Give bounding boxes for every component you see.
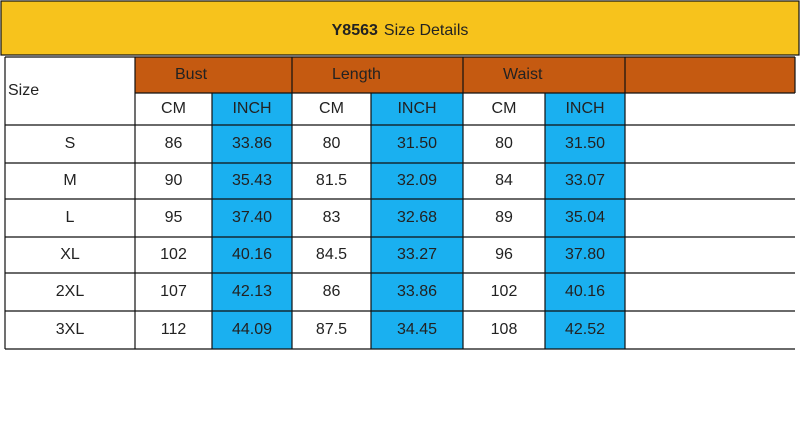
size-cell: S (65, 135, 76, 152)
value-cell: 84.5 (316, 246, 347, 263)
inch-column-bg (545, 93, 625, 349)
title-bar (0, 0, 800, 56)
size-cell: M (63, 172, 76, 189)
value-cell: 42.13 (232, 283, 272, 300)
value-cell: 40.16 (565, 283, 605, 300)
value-cell: 31.50 (565, 135, 605, 152)
value-cell: 35.43 (232, 172, 272, 189)
unit-header: CM (161, 100, 186, 117)
title-code: Y8563 (332, 22, 378, 39)
inch-column-bg (371, 93, 463, 349)
value-cell: 33.27 (397, 246, 437, 263)
value-cell: 32.68 (397, 209, 437, 226)
value-cell: 44.09 (232, 321, 272, 338)
value-cell: 81.5 (316, 172, 347, 189)
value-cell: 37.40 (232, 209, 272, 226)
value-cell: 37.80 (565, 246, 605, 263)
value-cell: 84 (495, 172, 513, 189)
size-cell: 3XL (56, 321, 85, 338)
value-cell: 86 (165, 135, 183, 152)
value-cell: 32.09 (397, 172, 437, 189)
value-cell: 33.07 (565, 172, 605, 189)
title: Y8563 Size Details (332, 22, 469, 39)
value-cell: 40.16 (232, 246, 272, 263)
value-cell: 87.5 (316, 321, 347, 338)
size-header: Size (8, 82, 39, 99)
value-cell: 102 (160, 246, 187, 263)
value-cell: 108 (491, 321, 518, 338)
group-header: Bust (175, 66, 208, 83)
value-cell: 95 (165, 209, 183, 226)
group-header: Length (332, 66, 381, 83)
size-cell: XL (60, 246, 80, 263)
title-text: Size Details (384, 22, 468, 39)
value-cell: 83 (323, 209, 341, 226)
value-cell: 107 (160, 283, 187, 300)
group-header: Waist (503, 66, 543, 83)
value-cell: 90 (165, 172, 183, 189)
unit-header: INCH (397, 100, 436, 117)
value-cell: 102 (491, 283, 518, 300)
unit-header: INCH (232, 100, 271, 117)
unit-header: CM (492, 100, 517, 117)
size-cell: 2XL (56, 283, 85, 300)
size-cell: L (66, 209, 75, 226)
value-cell: 34.45 (397, 321, 437, 338)
value-cell: 80 (323, 135, 341, 152)
value-cell: 33.86 (232, 135, 272, 152)
unit-header: CM (319, 100, 344, 117)
value-cell: 31.50 (397, 135, 437, 152)
value-cell: 86 (323, 283, 341, 300)
value-cell: 80 (495, 135, 513, 152)
value-cell: 112 (161, 321, 187, 338)
unit-header: INCH (565, 100, 604, 117)
value-cell: 96 (495, 246, 513, 263)
inch-column-bg (212, 93, 292, 349)
value-cell: 42.52 (565, 321, 605, 338)
value-cell: 35.04 (565, 209, 605, 226)
group-header-bg (135, 57, 795, 93)
value-cell: 33.86 (397, 283, 437, 300)
value-cell: 89 (495, 209, 513, 226)
